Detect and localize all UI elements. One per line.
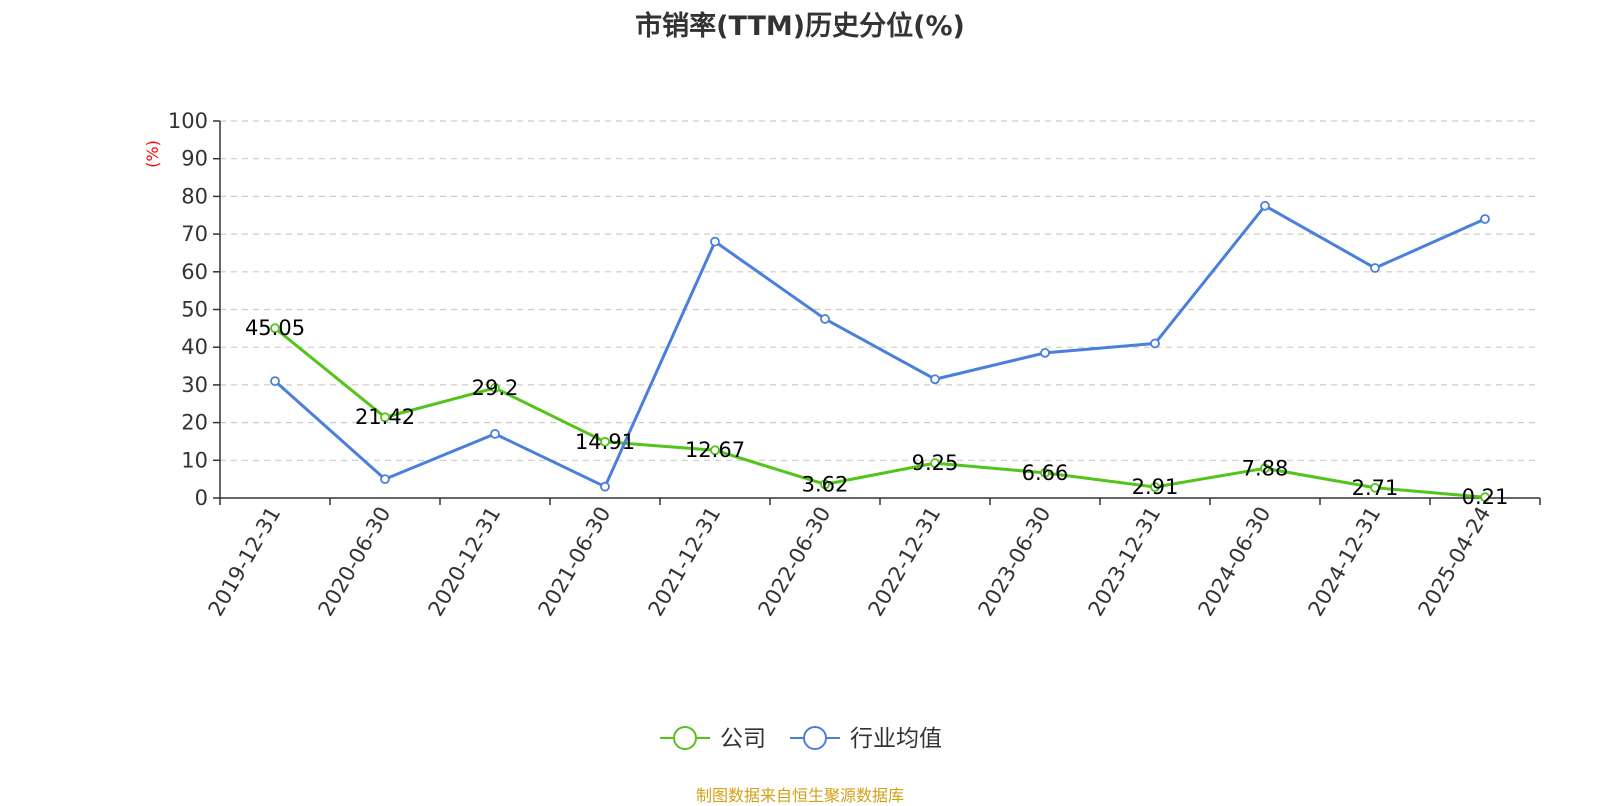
y-tick-label: 0 [195, 486, 208, 510]
footer-source: 制图数据来自恒生聚源数据库 [695, 786, 904, 805]
data-label: 29.2 [472, 376, 519, 400]
data-point-1 [380, 474, 390, 485]
data-point-1 [490, 429, 500, 439]
data-label: 3.62 [802, 472, 849, 496]
data-point-0 [710, 445, 720, 456]
y-tick-label: 20 [181, 411, 208, 435]
x-tick-label: 2025-04-24 [1414, 503, 1496, 621]
series-line-1 [274, 204, 1486, 489]
chart-title: 市销率(TTM)历史分位(%) [635, 11, 965, 42]
data-point-1 [820, 314, 830, 324]
data-label: 14.91 [575, 430, 635, 454]
y-tick-label: 60 [181, 260, 208, 284]
y-tick-label: 80 [181, 184, 208, 208]
x-tick-label: 2024-06-30 [1194, 503, 1276, 621]
data-label: 2.71 [1352, 476, 1399, 500]
data-point-0 [1260, 463, 1270, 474]
x-tick-label: 2021-06-30 [534, 503, 616, 621]
x-tick-label: 2021-12-31 [644, 503, 726, 621]
x-tick-label: 2023-12-31 [1084, 503, 1166, 621]
legend-item-1[interactable]: 行业均值 [790, 726, 942, 752]
legend-marker [803, 726, 827, 750]
data-point-1 [270, 376, 280, 387]
data-point-1 [1040, 347, 1050, 358]
y-tick-label: 10 [181, 448, 208, 472]
data-label: 45.05 [245, 316, 305, 340]
y-tick-label: 30 [181, 373, 208, 397]
grid-lines [220, 120, 1540, 461]
legend-label: 行业均值 [850, 726, 942, 752]
y-tick-label: 70 [181, 222, 208, 246]
data-point-1 [710, 236, 720, 247]
x-tick-label: 2022-06-30 [754, 503, 836, 621]
data-label: 7.88 [1242, 456, 1289, 480]
data-point-0 [1480, 492, 1490, 503]
y-axis-label: (%) [143, 140, 162, 168]
series-line-0 [274, 326, 1486, 499]
y-tick-label: 50 [181, 298, 208, 322]
data-point-0 [1370, 482, 1380, 493]
legend[interactable]: 公司 行业均值 [660, 726, 942, 752]
data-label: 9.25 [912, 451, 959, 475]
data-point-1 [1150, 338, 1160, 349]
x-tick-label: 2024-12-31 [1304, 503, 1386, 621]
x-tick-label: 2020-06-30 [314, 503, 396, 621]
data-point-0 [1150, 482, 1160, 492]
legend-item-0[interactable]: 公司 [660, 726, 766, 752]
data-point-1 [1260, 200, 1270, 211]
data-label: 12.67 [685, 438, 745, 462]
x-tick-label: 2019-12-31 [204, 503, 286, 621]
data-point-0 [380, 412, 390, 423]
legend-marker [673, 726, 697, 750]
x-tick-label: 2023-06-30 [974, 503, 1056, 621]
data-point-1 [930, 374, 940, 385]
y-axis-ticks: 0 10 20 30 40 50 60 70 80 90 100 [168, 109, 220, 510]
data-point-1 [1480, 214, 1490, 224]
x-tick-label: 2020-12-31 [424, 503, 506, 621]
data-point-1 [600, 481, 610, 492]
data-point-1 [1370, 263, 1380, 273]
x-tick-label: 2022-12-31 [864, 503, 946, 621]
data-point-0 [930, 458, 940, 469]
y-tick-label: 100 [168, 109, 208, 133]
series-points [270, 200, 1490, 503]
y-tick-label: 90 [181, 147, 208, 171]
data-point-0 [270, 323, 280, 334]
data-label: 6.66 [1022, 461, 1069, 485]
data-point-0 [600, 436, 610, 447]
data-point-0 [1040, 467, 1050, 478]
y-tick-label: 40 [181, 335, 208, 359]
x-axis-ticks: 2019-12-31 2020-06-30 2020-12-31 2021-06-30… [204, 498, 1541, 621]
data-label: 2.91 [1132, 475, 1179, 499]
data-label: 0.21 [1462, 485, 1509, 509]
series-lines [274, 204, 1486, 499]
data-label: 21.42 [355, 405, 415, 429]
data-point-0 [820, 479, 830, 490]
data-labels: 45.05 21.42 29.2 14.91 12.67 3.62 9.25 6.66 2.91… [245, 316, 1508, 509]
legend-label: 公司 [720, 726, 766, 752]
data-point-0 [490, 383, 500, 393]
